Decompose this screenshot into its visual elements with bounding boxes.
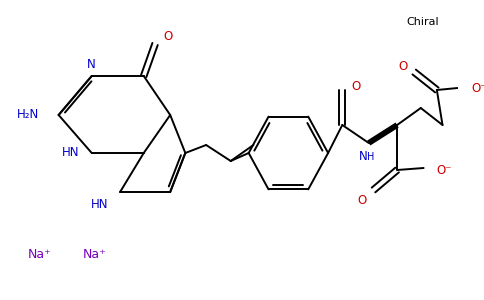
Text: HN: HN — [62, 146, 80, 160]
Text: O⁻: O⁻ — [437, 164, 453, 176]
Text: Na⁺: Na⁺ — [28, 248, 52, 262]
Text: O⁻: O⁻ — [471, 82, 484, 94]
Text: O: O — [398, 59, 408, 73]
Text: HN: HN — [91, 197, 108, 211]
Text: O: O — [351, 80, 360, 92]
Text: O: O — [358, 194, 367, 206]
Text: Na⁺: Na⁺ — [83, 248, 106, 262]
Text: O: O — [164, 29, 173, 43]
Text: N: N — [359, 151, 367, 164]
Text: H: H — [367, 152, 374, 162]
Text: H₂N: H₂N — [17, 109, 40, 122]
Text: N: N — [87, 58, 96, 70]
Text: Chiral: Chiral — [407, 17, 439, 27]
